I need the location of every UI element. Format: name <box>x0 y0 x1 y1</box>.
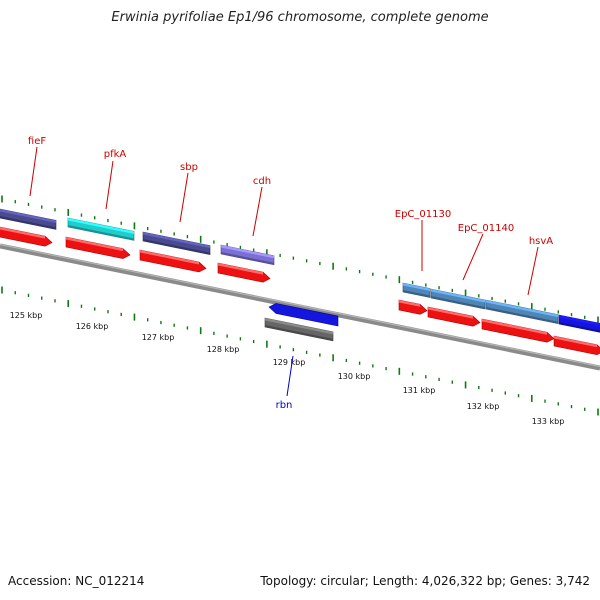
scale-label-125kbp: 125 kbp <box>10 311 43 320</box>
scale-label-133kbp: 133 kbp <box>532 417 565 426</box>
gene-label-hsvA[interactable]: hsvA <box>529 236 553 247</box>
scale-label-129kbp: 129 kbp <box>273 358 306 367</box>
gene-bar-cdh-shadow <box>221 252 274 265</box>
gene-label-rbn[interactable]: rbn <box>276 400 293 411</box>
gene-bar-fieF-shadow <box>0 216 56 230</box>
cds-arrow-4-highlight <box>218 263 263 275</box>
cds-arrow-1-highlight <box>0 227 45 239</box>
cds-arrow-row <box>0 226 600 356</box>
lower-tick-track <box>1 286 599 416</box>
scale-label-127kbp: 127 kbp <box>142 333 175 342</box>
gene-label-fieF[interactable]: fieF <box>28 136 46 147</box>
gene-bar-hsvA-shadow <box>486 307 558 324</box>
gene-bar-edge-shadow <box>559 322 600 333</box>
gene-label-EpC_01140[interactable]: EpC_01140 <box>458 223 514 234</box>
gene-label-EpC_01130[interactable]: EpC_01130 <box>395 209 451 220</box>
gene-bar-sbp-highlight <box>143 232 210 249</box>
genome-title: Erwinia pyrifoliae Ep1/96 chromosome, co… <box>111 10 489 25</box>
gene-bar-edge-highlight <box>559 315 600 326</box>
gene-bar-pfkA-shadow <box>68 225 134 241</box>
genome-summary-text: Topology: circular; Length: 4,026,322 bp… <box>260 574 590 588</box>
accession-text: Accession: NC_012214 <box>8 574 145 588</box>
leader-rbn <box>286 355 294 397</box>
gene-bar-EpC_01140-highlight <box>431 289 485 303</box>
leader-pfkA <box>105 160 114 210</box>
scale-label-128kbp: 128 kbp <box>207 345 240 354</box>
gene-bar-sbp-shadow <box>143 239 210 255</box>
scale-label-131kbp: 131 kbp <box>403 386 436 395</box>
scale-label-126kbp: 126 kbp <box>76 322 109 331</box>
backbone-highlight <box>0 243 600 368</box>
gene-bar-hsvA-highlight <box>486 300 558 318</box>
leader-sbp <box>179 172 189 223</box>
cds-arrow-8-highlight <box>554 336 597 348</box>
gene-label-pfkA[interactable]: pfkA <box>104 149 127 160</box>
gene-feature-row <box>0 208 600 333</box>
scale-label-130kbp: 130 kbp <box>338 372 371 381</box>
scale-label-132kbp: 132 kbp <box>467 402 500 411</box>
cds-arrow-5-highlight <box>399 300 420 307</box>
gene-bar-EpC_01130-shadow <box>403 290 430 298</box>
gene-bar-EpC_01130-highlight <box>403 283 430 291</box>
gene-bar-pfkA-highlight <box>68 218 134 234</box>
gene-label-cdh[interactable]: cdh <box>253 176 271 187</box>
gene-bar-fieF-highlight <box>0 209 56 223</box>
upper-tick-track <box>1 195 599 324</box>
gene-label-sbp[interactable]: sbp <box>180 162 198 173</box>
gene-bar-EpC_01140-shadow <box>431 296 485 309</box>
leader-EpC_01140 <box>462 233 484 281</box>
reverse-feature-row <box>264 303 339 342</box>
gene-bar-cdh-highlight <box>221 245 274 259</box>
gene-bar-gray-shadow <box>265 325 333 341</box>
cds-arrow-2-highlight <box>66 237 123 252</box>
cds-arrow-7-highlight <box>482 319 547 335</box>
leader-hsvA <box>527 246 539 296</box>
leader-cdh <box>252 186 263 237</box>
cds-arrow-3-highlight <box>140 250 199 265</box>
gene-arrow-rbn <box>268 303 339 327</box>
gene-bar-gray-highlight <box>265 318 333 335</box>
cds-arrow-6-highlight <box>428 307 473 319</box>
leader-fieF <box>29 146 38 197</box>
label-leaders <box>29 146 539 397</box>
chromosome-backbone <box>0 243 600 371</box>
